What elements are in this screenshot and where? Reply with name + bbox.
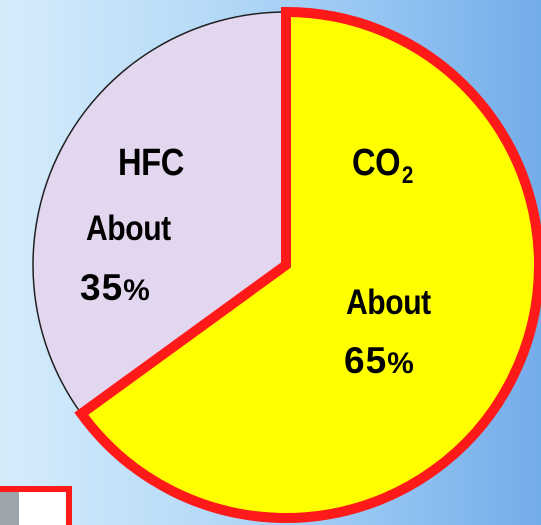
pie-slice-hfc [32,11,287,415]
hfc-percent-sign: % [123,274,151,307]
co2-about-text: About [346,283,431,322]
co2-percent-label: 65% [344,340,415,382]
co2-percent-sign: % [387,347,415,380]
co2-subscript: 2 [401,162,413,189]
co2-label: CO2 [352,142,413,189]
hfc-percent-value: 35 [80,267,124,308]
hfc-label-text: HFC [118,142,184,184]
co2-label-text: CO [352,142,401,184]
corner-highlight-box [0,486,72,525]
corner-gray-block [0,492,19,525]
hfc-about-label: About [86,209,171,249]
pie-slice-co2 [74,6,541,523]
hfc-about-text: About [86,209,171,248]
co2-about-label: About [346,283,431,323]
hfc-label: HFC [118,142,184,185]
co2-percent-value: 65 [344,340,388,381]
hfc-percent-label: 35% [80,267,151,309]
